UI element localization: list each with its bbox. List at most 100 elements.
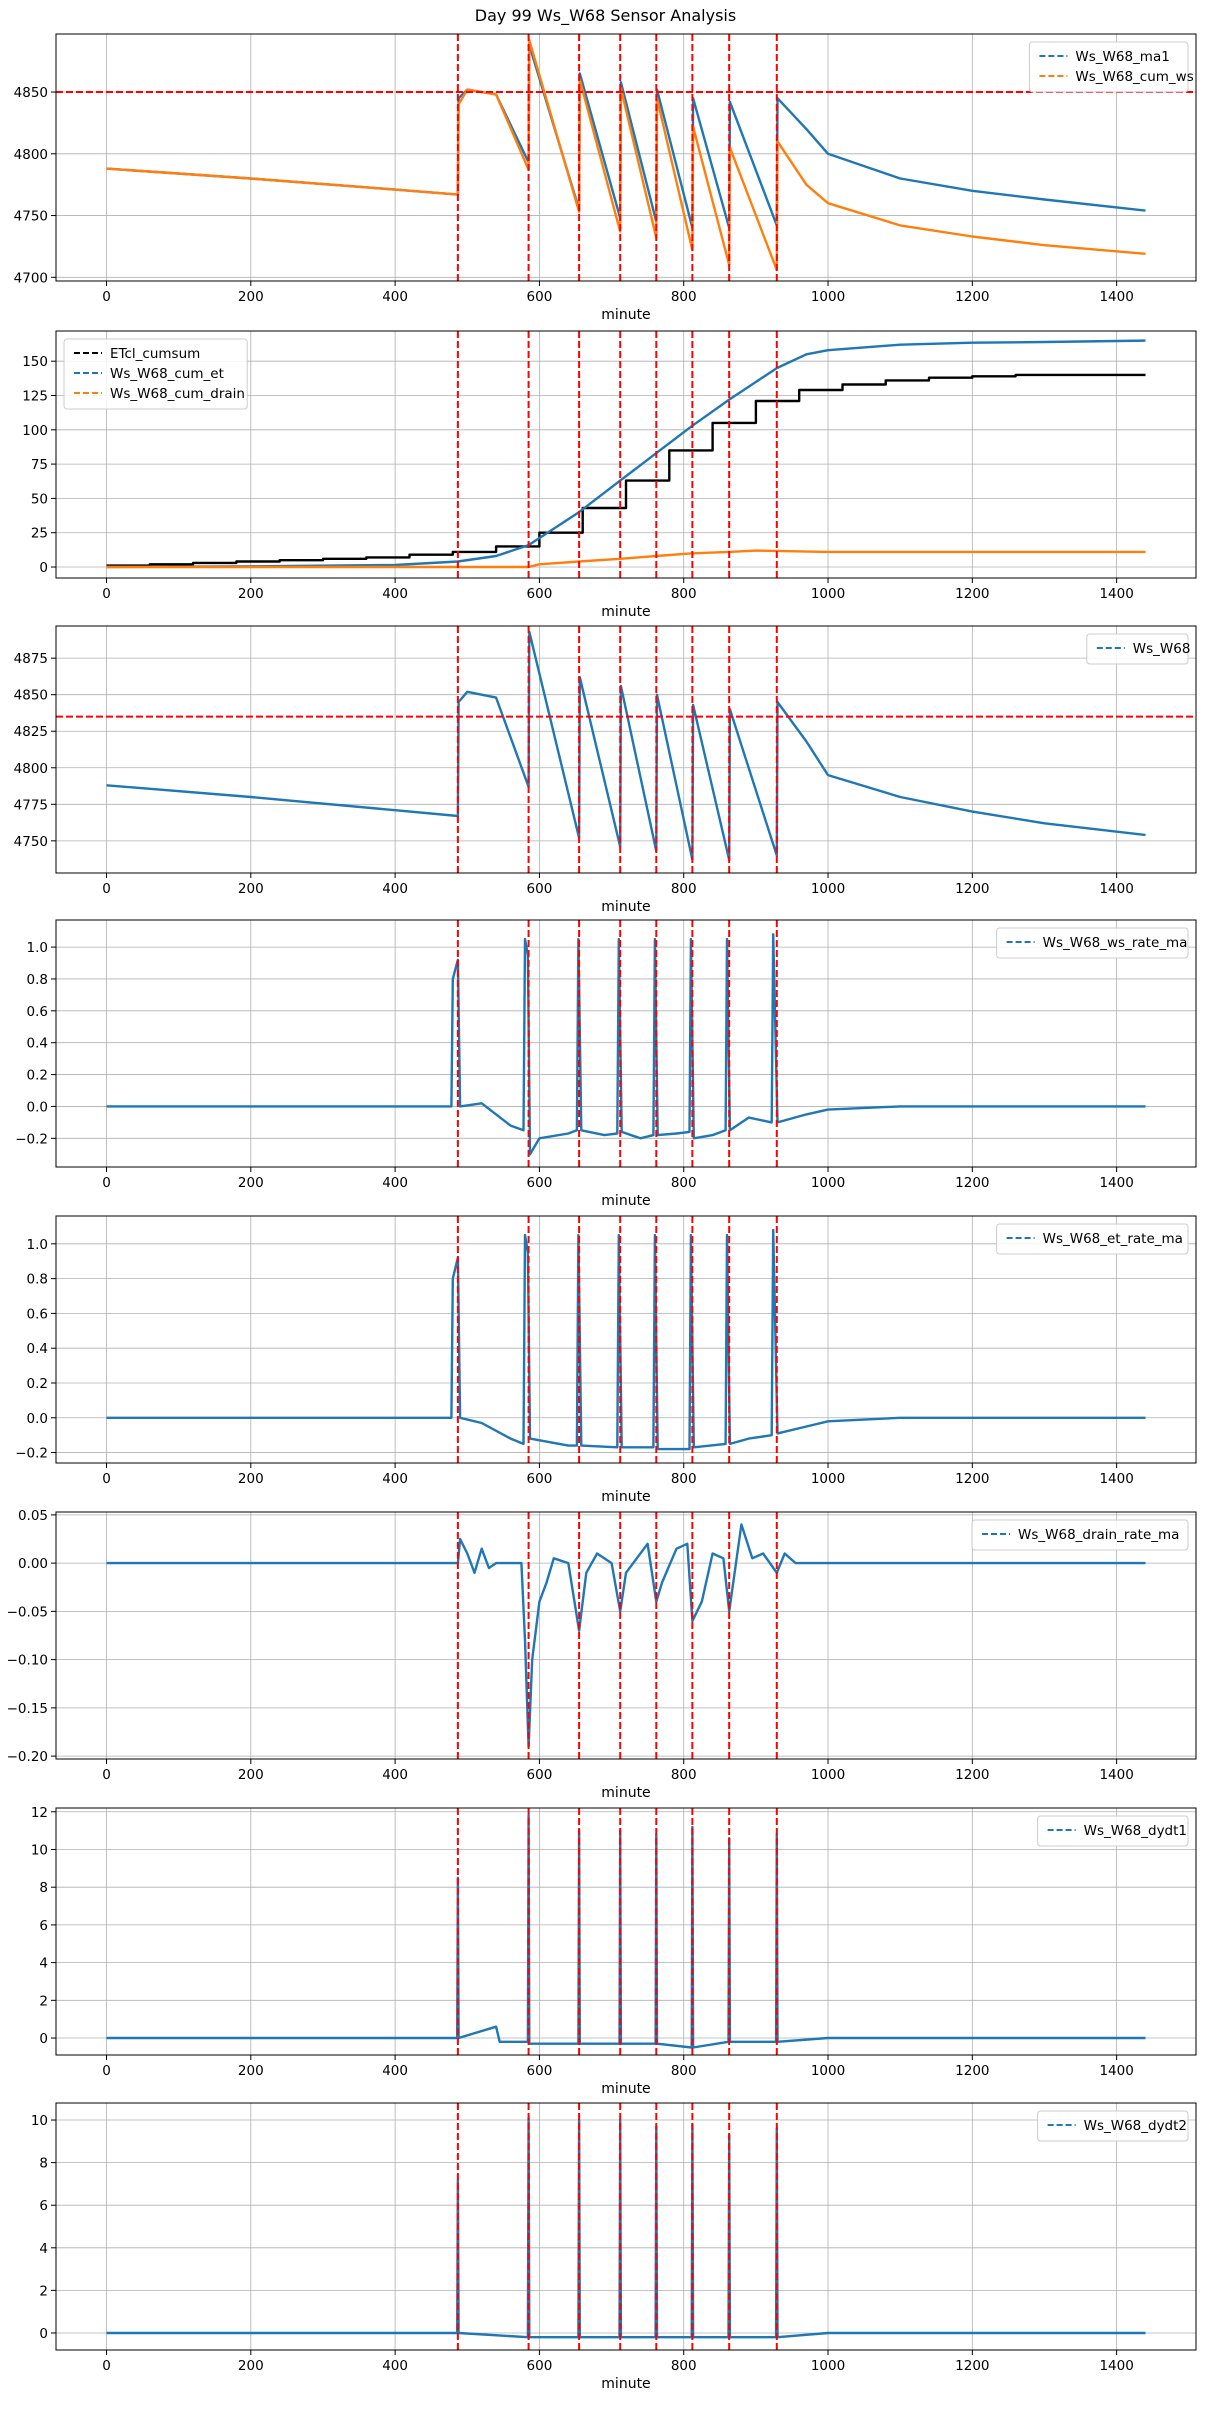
x-tick-label: 600 (527, 289, 553, 305)
x-tick-label: 800 (671, 1767, 697, 1783)
x-tick-label: 800 (671, 1471, 697, 1487)
x-axis-label: minute (601, 2081, 650, 2097)
legend-entry-Ws_W68_ma1: Ws_W68_ma1 (1075, 49, 1169, 65)
y-tick-label: −0.10 (7, 1653, 48, 1669)
x-tick-label: 600 (527, 586, 553, 602)
plot-frame (55, 1215, 1197, 1464)
legend: Ws_W68 (1086, 633, 1190, 665)
y-tick-label: −0.2 (15, 1446, 48, 1462)
subplot-5: 0 200 400 600 800 1000 1200 1400 −0.2 0.0 0.2 0.4 0.… (15, 1215, 1197, 1505)
y-tick-label: 25 (31, 526, 48, 542)
x-tick-label: 0 (102, 586, 111, 602)
x-tick-label: 600 (527, 1175, 553, 1191)
legend: ETcl_cumsum Ws_W68_cum_et Ws_W68_cum_drain (63, 338, 248, 410)
y-tick-label: −0.05 (7, 1604, 48, 1620)
legend-box (971, 1519, 1189, 1551)
y-tick-label: 0.0 (27, 1411, 48, 1427)
x-tick-label: 1200 (955, 1471, 989, 1487)
x-tick-label: 200 (238, 586, 264, 602)
y-tick-label: 4800 (14, 147, 48, 163)
plot-area (56, 1512, 1196, 1759)
series-line-Ws_W68_cum_drain (106, 549, 1146, 569)
subplot-7: 0 200 400 600 800 1000 1200 1400 0 2 4 6 8 10 12 minute… (31, 1805, 1197, 2097)
y-tick-label: 8 (39, 2156, 48, 2172)
plot-frame (55, 1511, 1197, 1760)
x-tick-label: 800 (671, 1175, 697, 1191)
x-tick-label: 1000 (811, 586, 845, 602)
legend: Ws_W68_dydt2 (1037, 2110, 1189, 2142)
x-tick-label: 1200 (955, 881, 989, 897)
legend-entry-Ws_W68_ws_rate_ma: Ws_W68_ws_rate_ma (1043, 935, 1188, 951)
y-tick-label: 0 (39, 2326, 48, 2342)
plot-frame (55, 1807, 1197, 2056)
x-tick-label: 600 (527, 881, 553, 897)
x-tick-label: 0 (102, 289, 111, 305)
x-tick-label: 600 (527, 1471, 553, 1487)
x-tick-label: 1000 (811, 2063, 845, 2079)
data-layer (106, 2103, 1146, 2350)
y-tick-label: 0.2 (27, 1376, 48, 1392)
x-axis-label: minute (601, 604, 650, 620)
y-tick-label: 0 (39, 2031, 48, 2047)
x-tick-label: 400 (382, 1471, 408, 1487)
x-tick-label: 200 (238, 2358, 264, 2374)
x-tick-label: 0 (102, 1767, 111, 1783)
x-tick-label: 1200 (955, 1767, 989, 1783)
x-tick-label: 200 (238, 1175, 264, 1191)
x-tick-label: 1400 (1099, 2358, 1133, 2374)
x-tick-label: 400 (382, 1767, 408, 1783)
y-tick-label: −0.20 (7, 1749, 48, 1765)
x-tick-label: 400 (382, 2063, 408, 2079)
subplot-1: 0 200 400 600 800 1000 1200 1400 4700 4750 4800 485… (14, 33, 1197, 323)
y-tick-label: 1.0 (27, 940, 48, 956)
x-tick-label: 1400 (1099, 2063, 1133, 2079)
plot-frame (55, 33, 1197, 282)
y-tick-label: 0.00 (18, 1556, 48, 1572)
y-tick-label: 4825 (14, 724, 48, 740)
x-tick-label: 200 (238, 1471, 264, 1487)
y-tick-label: 6 (39, 2198, 48, 2214)
y-tick-label: 2 (39, 2283, 48, 2299)
x-tick-label: 200 (238, 881, 264, 897)
plot-area (56, 2103, 1196, 2350)
x-tick-label: 800 (671, 586, 697, 602)
x-tick-label: 0 (102, 1471, 111, 1487)
x-tick-label: 0 (102, 1175, 111, 1191)
x-axis-label: minute (601, 1785, 650, 1801)
data-layer (56, 34, 1196, 281)
y-tick-label: 0.6 (27, 1004, 48, 1020)
figure-title: Day 99 Ws_W68 Sensor Analysis (475, 6, 736, 26)
x-tick-label: 1000 (811, 289, 845, 305)
plot-area (56, 1808, 1196, 2055)
x-tick-label: 1400 (1099, 586, 1133, 602)
x-tick-label: 400 (382, 289, 408, 305)
x-tick-label: 400 (382, 586, 408, 602)
legend: Ws_W68_dydt1 (1037, 1815, 1189, 1847)
plot-frame (55, 330, 1197, 579)
subplot-stack: 0 200 400 600 800 1000 1200 1400470047504800485… (7, 33, 1197, 2392)
y-tick-label: 12 (31, 1805, 48, 1821)
data-layer (106, 1512, 1146, 1759)
legend-box (1037, 1815, 1189, 1847)
plot-frame (55, 919, 1197, 1168)
y-tick-label: 0.4 (27, 1036, 48, 1052)
plot-frame (55, 2102, 1197, 2351)
legend: Ws_W68_ws_rate_ma (996, 927, 1189, 959)
y-tick-label: 2 (39, 1993, 48, 2009)
x-axis-label: minute (601, 2376, 650, 2392)
legend-box (1086, 633, 1189, 665)
y-tick-label: 0.0 (27, 1099, 48, 1115)
legend-entry-Ws_W68_dydt2: Ws_W68_dydt2 (1084, 2118, 1187, 2134)
subplot-6: 0 200 400 600 800 1000 1200 1400 −0.20 −0.15 −0.10… (7, 1508, 1197, 1801)
legend-box (63, 338, 248, 410)
x-tick-label: 1400 (1099, 1175, 1133, 1191)
subplot-4: 0 200 400 600 800 1000 1200 1400 −0.2 0.0 0.2 0.4 0.… (15, 919, 1197, 1209)
x-axis-label: minute (601, 307, 650, 323)
x-axis-label: minute (601, 899, 650, 915)
y-tick-label: 4700 (14, 270, 48, 286)
legend-entry-Ws_W68_cum_ws: Ws_W68_cum_ws (1075, 69, 1193, 85)
x-tick-label: 1400 (1099, 1471, 1133, 1487)
y-tick-label: −0.15 (7, 1701, 48, 1717)
subplot-3: 0 200 400 600 800 1000 1200 1400 4750 4775 4800 482… (14, 625, 1197, 915)
x-tick-label: 1200 (955, 586, 989, 602)
